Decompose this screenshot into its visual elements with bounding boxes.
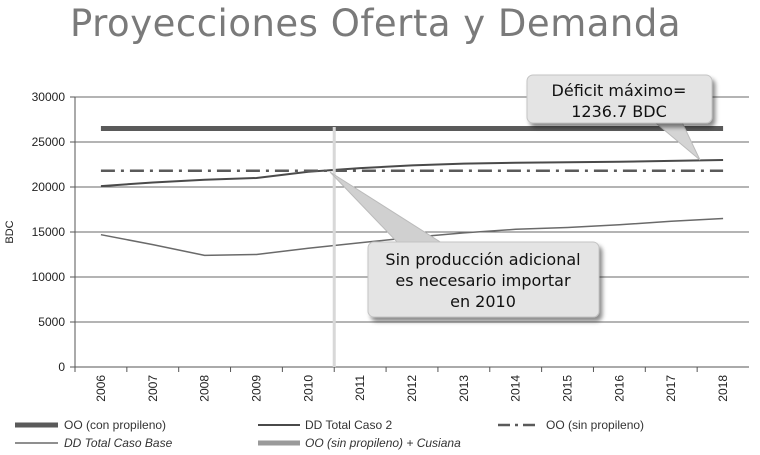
y-tick-label-5000: 5000 [38,315,65,329]
y-tick-label-25000: 25000 [32,135,66,149]
x-tick-label-2006: 2006 [94,375,108,402]
y-tick-label-0: 0 [58,360,65,374]
legend-item-oo-sin-propileno: OO (sin propileno) [498,418,644,432]
x-tick-label-2007: 2007 [146,375,160,402]
x-tick-label-2017: 2017 [664,375,678,402]
callout-import-line-2: es necesario importar [395,271,571,290]
y-axis-ticks: 0 5000 10000 15000 20000 25000 30000 [32,90,75,374]
callout-deficit-box [526,74,713,124]
callout-import-line-3: en 2010 [450,292,516,311]
x-tick-label-2008: 2008 [198,375,212,402]
x-tick-label-2011: 2011 [353,375,367,401]
legend-label-dd-total-caso-base: DD Total Caso Base [64,436,173,450]
callout-import-line-1: Sin producción adicional [385,250,580,269]
x-tick-label-2009: 2009 [249,375,263,402]
x-tick-label-2015: 2015 [561,375,575,402]
callout-deficit: Déficit máximo= 1236.7 BDC [526,74,713,161]
callout-deficit-line-1: Déficit máximo= [552,81,687,100]
callout-import: Sin producción adicional es necesario im… [329,171,600,318]
legend-label-dd-total-caso-2: DD Total Caso 2 [305,418,392,432]
legend-item-oo-sin-propileno-cusiana: OO (sin propileno) + Cusiana [258,436,461,450]
y-tick-label-20000: 20000 [32,180,66,194]
legend: OO (con propileno) DD Total Caso 2 OO (s… [15,418,644,450]
chart-title: Proyecciones Oferta y Demanda [70,2,682,45]
x-tick-label-2018: 2018 [716,375,730,402]
callout-import-box [367,241,600,318]
y-tick-label-15000: 15000 [32,225,66,239]
x-tick-label-2016: 2016 [612,375,626,402]
legend-item-dd-total-caso-2: DD Total Caso 2 [258,418,392,432]
x-axis-ticks: 2006 2007 2008 2009 2010 2011 2012 2013 2014 2015… [74,367,730,402]
legend-label-oo-sin-propileno-cusiana: OO (sin propileno) + Cusiana [305,436,461,450]
y-tick-label-30000: 30000 [32,90,66,104]
x-tick-label-2014: 2014 [509,375,523,402]
legend-item-oo-con-propileno: OO (con propileno) [15,418,166,432]
x-tick-label-2013: 2013 [457,375,471,402]
y-axis-label: BDC [4,220,16,243]
x-tick-label-2010: 2010 [301,375,315,402]
legend-label-oo-con-propileno: OO (con propileno) [64,418,166,432]
legend-label-oo-sin-propileno: OO (sin propileno) [546,418,644,432]
y-tick-label-10000: 10000 [32,270,66,284]
x-tick-label-2012: 2012 [405,375,419,402]
legend-item-dd-total-caso-base: DD Total Caso Base [15,436,173,450]
series-line-dd-total-caso-2 [100,159,724,188]
callout-deficit-line-2: 1236.7 BDC [571,102,667,121]
